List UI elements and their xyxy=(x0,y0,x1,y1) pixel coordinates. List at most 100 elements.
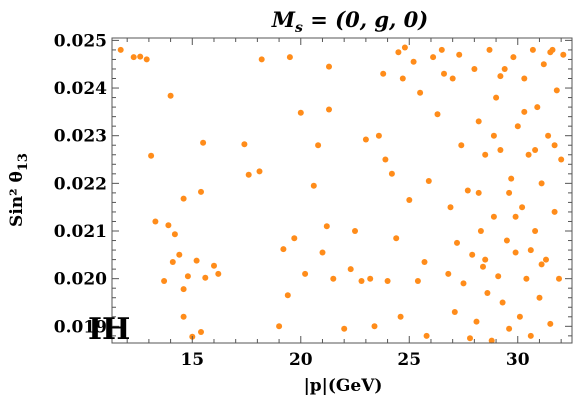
data-point xyxy=(410,58,417,65)
data-point xyxy=(506,325,513,332)
data-point xyxy=(323,223,330,230)
y-tick-label: 0.019 xyxy=(54,317,107,337)
data-point xyxy=(473,318,480,325)
data-point xyxy=(482,256,489,263)
data-point xyxy=(449,75,456,82)
data-point xyxy=(341,325,348,332)
data-point xyxy=(425,178,432,184)
data-point xyxy=(375,132,382,139)
data-point xyxy=(414,278,421,284)
data-point xyxy=(497,73,504,80)
data-point xyxy=(362,136,369,143)
data-point xyxy=(460,280,467,287)
data-point xyxy=(148,152,155,159)
data-point xyxy=(399,75,406,82)
data-point xyxy=(493,94,500,101)
data-point xyxy=(532,147,539,153)
data-point xyxy=(543,256,549,263)
data-point xyxy=(532,228,539,234)
data-point xyxy=(180,286,187,293)
data-point xyxy=(143,56,150,63)
data-point xyxy=(180,195,187,202)
data-point xyxy=(423,332,430,339)
data-point xyxy=(547,49,554,56)
data-point xyxy=(475,189,482,196)
data-point xyxy=(326,106,332,113)
data-point xyxy=(551,142,558,149)
data-point xyxy=(438,46,445,53)
plot-frame xyxy=(111,37,573,344)
data-point xyxy=(315,142,322,149)
panel-label: IH xyxy=(88,312,130,347)
data-point xyxy=(302,270,309,277)
x-axis-title: |p|(GeV) xyxy=(304,376,383,396)
data-point xyxy=(245,171,252,178)
axis-ticks: 15 20 25 30 0.019 0.020 0.021 0.022 0.023 0.024 0.… xyxy=(54,31,572,370)
data-point xyxy=(137,53,144,60)
data-point xyxy=(521,75,528,82)
data-point xyxy=(497,147,504,153)
y-tick-label: 0.021 xyxy=(54,222,107,242)
data-point xyxy=(540,61,547,68)
data-point xyxy=(488,337,495,344)
data-point xyxy=(454,239,460,246)
data-point xyxy=(521,108,528,115)
data-point xyxy=(471,66,478,72)
data-point xyxy=(506,189,513,196)
data-point xyxy=(284,292,291,299)
data-point xyxy=(291,235,298,242)
data-point xyxy=(202,274,209,281)
data-point xyxy=(319,249,326,256)
data-point xyxy=(358,278,365,284)
data-point xyxy=(198,188,204,195)
data-point xyxy=(117,46,124,53)
y-tick-label: 0.024 xyxy=(54,79,107,99)
data-point xyxy=(371,323,378,330)
data-point xyxy=(297,109,304,116)
data-point xyxy=(527,247,534,254)
data-point xyxy=(200,139,207,146)
data-point xyxy=(417,89,424,96)
data-point xyxy=(180,313,187,320)
data-point xyxy=(280,246,287,253)
data-point xyxy=(464,187,471,194)
data-point xyxy=(529,46,536,53)
data-point xyxy=(508,175,515,182)
data-point xyxy=(486,46,493,53)
data-point xyxy=(545,132,552,139)
data-point xyxy=(551,208,558,215)
data-point xyxy=(534,104,541,111)
data-point xyxy=(397,313,404,320)
data-point xyxy=(495,273,502,280)
data-point xyxy=(447,204,454,211)
data-point xyxy=(347,266,354,273)
data-point xyxy=(215,270,222,277)
data-point xyxy=(538,180,545,187)
data-point xyxy=(477,228,484,234)
data-point xyxy=(458,142,465,149)
data-point xyxy=(161,278,168,284)
data-point xyxy=(538,261,545,268)
data-point xyxy=(553,87,560,94)
data-point xyxy=(501,66,508,72)
data-point xyxy=(484,290,491,296)
data-point xyxy=(451,309,458,315)
data-point xyxy=(547,320,554,327)
data-point xyxy=(352,228,358,234)
data-point xyxy=(469,251,476,258)
data-point xyxy=(211,262,217,269)
data-point xyxy=(152,218,159,225)
data-point xyxy=(256,168,263,175)
data-point xyxy=(184,273,191,280)
data-points xyxy=(117,44,567,344)
data-point xyxy=(527,332,534,339)
y-tick-label: 0.025 xyxy=(54,31,107,51)
y-axis-title: Sin² θ13 xyxy=(7,153,31,227)
data-point xyxy=(380,70,387,77)
data-point xyxy=(514,123,521,130)
data-point xyxy=(475,118,482,125)
data-point xyxy=(393,235,400,242)
data-point xyxy=(556,275,562,282)
data-point xyxy=(193,257,200,264)
